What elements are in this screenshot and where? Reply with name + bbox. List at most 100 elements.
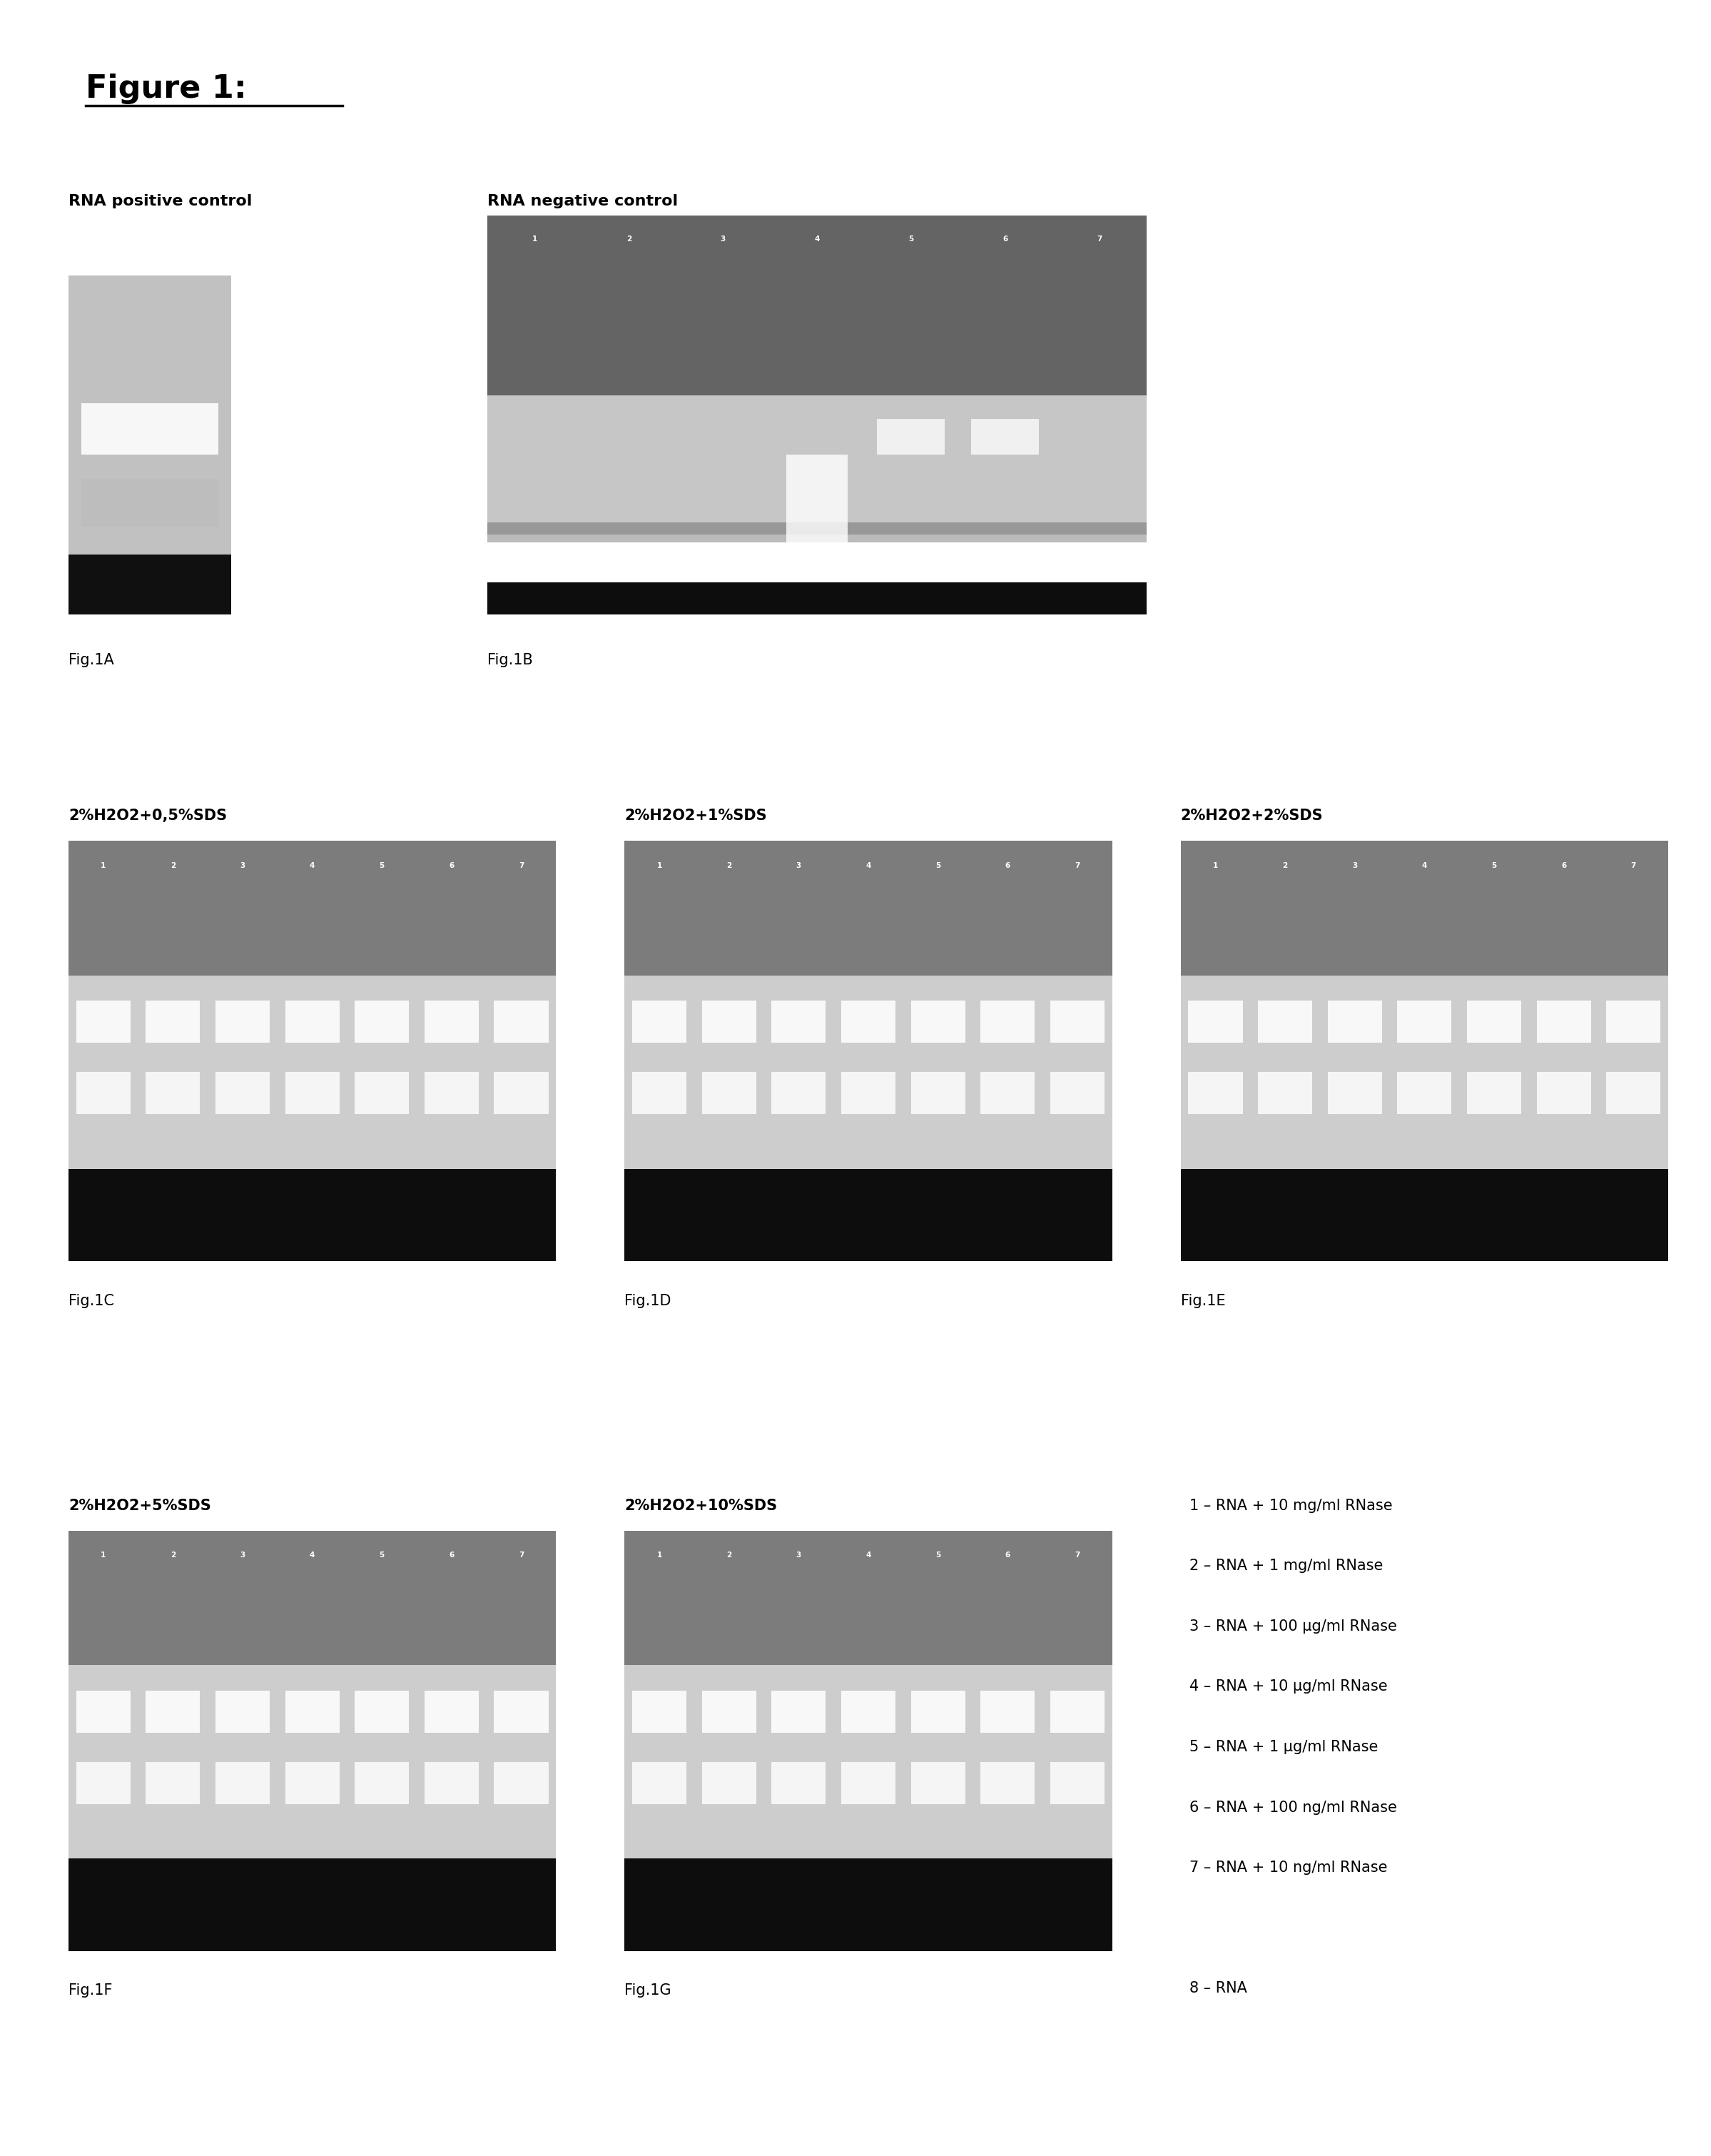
- Point: [186, 257, 214, 291]
- Point: [118, 1117, 145, 1151]
- Point: [183, 436, 210, 470]
- Point: [99, 593, 127, 627]
- Point: [1417, 882, 1444, 916]
- Point: [524, 1600, 551, 1634]
- Point: [746, 1179, 773, 1214]
- Point: [370, 1175, 397, 1210]
- Point: [212, 1798, 240, 1833]
- Point: [305, 1671, 332, 1705]
- Point: [667, 903, 695, 938]
- Point: [428, 1891, 455, 1925]
- Point: [116, 586, 144, 621]
- Point: [72, 500, 99, 535]
- Point: [1080, 1727, 1107, 1761]
- Point: [970, 1886, 998, 1921]
- Point: [364, 1630, 392, 1664]
- Point: [144, 1188, 171, 1222]
- Point: [397, 1647, 424, 1682]
- Point: [1459, 1026, 1487, 1061]
- Point: [886, 847, 914, 882]
- Point: [1372, 1052, 1400, 1087]
- Point: [133, 847, 161, 882]
- Point: [536, 1751, 563, 1785]
- Point: [566, 418, 594, 453]
- Point: [68, 1705, 96, 1740]
- Point: [857, 1529, 885, 1563]
- Point: [133, 498, 161, 533]
- Point: [123, 1802, 151, 1837]
- Point: [1418, 877, 1446, 912]
- Point: [63, 1050, 91, 1084]
- Point: [103, 1123, 130, 1158]
- Point: [385, 1755, 412, 1789]
- Point: [1613, 871, 1641, 906]
- Point: [359, 1889, 387, 1923]
- Point: [1482, 1015, 1509, 1050]
- Point: [431, 1188, 459, 1222]
- Point: [1076, 244, 1104, 278]
- Point: [1186, 873, 1213, 908]
- Point: [140, 1169, 168, 1203]
- Point: [166, 304, 193, 338]
- Point: [1603, 901, 1631, 936]
- Point: [1591, 1201, 1619, 1235]
- Point: [1471, 1104, 1499, 1138]
- Point: [1319, 1061, 1347, 1095]
- Point: [520, 388, 548, 423]
- Point: [1477, 949, 1504, 983]
- Point: [145, 1645, 173, 1680]
- Point: [1184, 1164, 1211, 1199]
- Point: [926, 1632, 953, 1667]
- Point: [926, 942, 953, 977]
- Point: [209, 446, 236, 481]
- Point: [551, 502, 578, 537]
- Point: [626, 334, 654, 369]
- Point: [1009, 213, 1037, 248]
- Point: [748, 1145, 775, 1179]
- Point: [166, 1203, 193, 1238]
- Point: [1131, 270, 1158, 304]
- Point: [181, 416, 209, 451]
- Point: [351, 1807, 378, 1841]
- Point: [1280, 1158, 1307, 1192]
- Point: [79, 315, 106, 349]
- Point: [989, 1742, 1016, 1777]
- Point: [296, 1554, 323, 1589]
- Point: [193, 433, 221, 468]
- Point: [1449, 1011, 1477, 1046]
- Point: [636, 1095, 664, 1130]
- Point: [970, 1600, 998, 1634]
- Point: [127, 1731, 154, 1766]
- Point: [378, 1802, 406, 1837]
- Point: [515, 498, 542, 533]
- Point: [281, 1723, 308, 1757]
- Point: [614, 1100, 642, 1134]
- Point: [611, 1035, 638, 1069]
- Point: [209, 259, 236, 293]
- Point: [748, 1514, 775, 1548]
- Point: [886, 533, 914, 567]
- Point: [867, 235, 895, 270]
- Point: [996, 981, 1023, 1015]
- Point: [421, 1537, 448, 1572]
- Point: [1045, 498, 1073, 533]
- Point: [1052, 1072, 1080, 1106]
- Point: [376, 1039, 404, 1074]
- Point: [419, 1162, 447, 1197]
- Point: [1459, 1169, 1487, 1203]
- Point: [1456, 1067, 1483, 1102]
- Point: [204, 244, 231, 278]
- Point: [816, 494, 844, 528]
- Point: [780, 1925, 808, 1960]
- Point: [68, 343, 96, 377]
- Point: [299, 1891, 327, 1925]
- Point: [944, 1895, 972, 1930]
- Point: [1063, 1522, 1090, 1557]
- Point: [1088, 1091, 1116, 1125]
- Point: [392, 1828, 419, 1863]
- Point: [1068, 567, 1095, 602]
- Point: [662, 1552, 690, 1587]
- Point: [1282, 1117, 1309, 1151]
- Point: [301, 1807, 329, 1841]
- Point: [258, 1615, 286, 1649]
